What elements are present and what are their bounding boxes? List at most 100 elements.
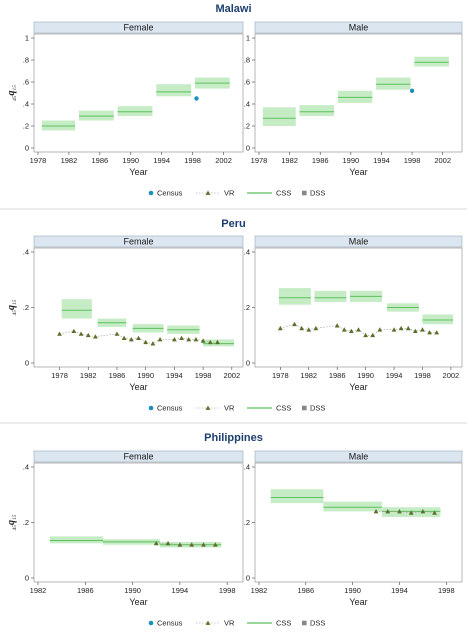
- panel-label: Male: [349, 452, 369, 462]
- vr-point: [385, 509, 391, 514]
- x-tick-label: 1982: [80, 371, 97, 380]
- y-tick-label: .4: [23, 248, 29, 257]
- panel-label: Male: [349, 23, 369, 33]
- x-tick-label: 1994: [373, 156, 390, 165]
- legend-dss-marker: [302, 190, 307, 196]
- vr-point: [179, 335, 184, 340]
- x-tick-label: 1998: [438, 586, 455, 595]
- x-axis-title: Year: [129, 167, 147, 177]
- legend-census-marker: [148, 620, 154, 626]
- css-band: [299, 105, 335, 117]
- x-tick-label: 2002: [223, 371, 240, 380]
- vr-point: [292, 321, 297, 327]
- x-tick-label: 1994: [166, 371, 183, 380]
- vr-point: [57, 331, 62, 336]
- x-tick-label: 1986: [77, 586, 94, 595]
- vr-point: [348, 328, 354, 334]
- vr-point: [277, 325, 283, 331]
- vr-point: [427, 330, 432, 335]
- panel-strip: [33, 235, 244, 248]
- vr-point: [397, 509, 402, 514]
- y-tick-label: 0: [25, 359, 29, 368]
- css-band: [314, 290, 347, 302]
- vr-point: [207, 339, 213, 345]
- y-tick-label: .4: [244, 463, 250, 472]
- legend-census-label: Census: [157, 619, 183, 628]
- y-axis-label: 45q15: [6, 85, 18, 101]
- vr-line: [376, 511, 435, 514]
- y-tick-label: .2: [244, 122, 250, 131]
- panel-female: Female 0 .2 .4 1978 1982 1986 1990 1994 1998 2002 Y…: [23, 235, 244, 392]
- chart-section-philippines: Philippines 45q15 Female 0 .2 .4 1982 1986 1990 1…: [6, 432, 463, 628]
- css-band: [41, 120, 76, 131]
- vr-point: [189, 542, 195, 547]
- vr-point: [128, 337, 134, 342]
- legend-census-label: Census: [157, 189, 183, 198]
- x-tick-label: 1990: [137, 371, 154, 380]
- legend: Census VR CSS DSS: [148, 189, 325, 198]
- y-tick-label: .4: [23, 463, 29, 472]
- panel-male: Male 0 .2 .4 1978 1982 1986 1990 1994 1998 2002 Yea…: [244, 235, 463, 392]
- legend: Census VR CSS DSS: [148, 619, 325, 628]
- vr-point: [121, 335, 127, 340]
- panel-label: Female: [123, 452, 153, 462]
- legend-vr-marker: [205, 620, 211, 625]
- css-band: [117, 106, 153, 117]
- x-tick-label: 1982: [281, 156, 298, 165]
- x-axis-title: Year: [349, 597, 367, 607]
- legend-vr-label: VR: [224, 189, 235, 198]
- x-tick-label: 1982: [300, 371, 317, 380]
- legend-dss-label: DSS: [310, 189, 325, 198]
- x-tick-label: 1994: [391, 586, 408, 595]
- panel-strip: [254, 450, 463, 463]
- x-tick-label: 1990: [343, 156, 360, 165]
- x-axis-title: Year: [129, 597, 147, 607]
- vr-point: [171, 337, 177, 342]
- css-band: [78, 110, 114, 121]
- y-tick-label: .2: [244, 303, 250, 312]
- x-tick-label: 1982: [30, 586, 47, 595]
- y-tick-label: .4: [23, 100, 29, 109]
- panel-label: Female: [123, 237, 153, 247]
- legend-vr-marker: [205, 405, 211, 410]
- vr-point: [313, 325, 319, 331]
- census-point: [194, 96, 199, 101]
- vr-point: [165, 540, 171, 546]
- vr-point: [212, 542, 218, 547]
- legend-census-marker: [148, 190, 154, 196]
- css-band: [156, 84, 192, 97]
- css-band: [376, 77, 411, 90]
- css-band: [278, 288, 311, 305]
- chart-title: Malawi: [215, 3, 251, 15]
- y-tick-label: .4: [244, 100, 250, 109]
- chart-title: Peru: [221, 218, 245, 230]
- css-band: [49, 536, 104, 544]
- css-band: [262, 107, 296, 126]
- vr-point: [114, 331, 120, 336]
- vr-point: [71, 328, 77, 334]
- x-tick-label: 1978: [251, 156, 268, 165]
- y-tick-label: 0: [25, 144, 29, 153]
- plot-area: [254, 247, 463, 368]
- x-tick-label: 1978: [272, 371, 289, 380]
- vr-point: [377, 327, 383, 332]
- chart-section-malawi: Malawi 45q15 Female 0 .2 .4 .6 .8 1 1978 1982 1986 1…: [0, 3, 467, 210]
- legend-vr-label: VR: [224, 404, 235, 413]
- x-tick-label: 1978: [51, 371, 68, 380]
- census-point: [409, 88, 415, 94]
- y-axis-label: 45q15: [6, 514, 18, 530]
- y-tick-label: 1: [246, 34, 250, 43]
- vr-point: [412, 328, 418, 334]
- vr-point: [85, 332, 91, 338]
- vr-point: [306, 327, 312, 332]
- legend-css-label: CSS: [276, 619, 291, 628]
- vr-point: [434, 330, 440, 335]
- css-band: [323, 501, 382, 512]
- vr-point: [177, 542, 183, 547]
- x-tick-label: 2002: [443, 371, 460, 380]
- x-tick-label: 1998: [404, 156, 421, 165]
- css-band: [422, 314, 454, 325]
- vr-point: [143, 339, 149, 345]
- panel-strip: [33, 21, 244, 34]
- y-tick-label: .4: [244, 248, 250, 257]
